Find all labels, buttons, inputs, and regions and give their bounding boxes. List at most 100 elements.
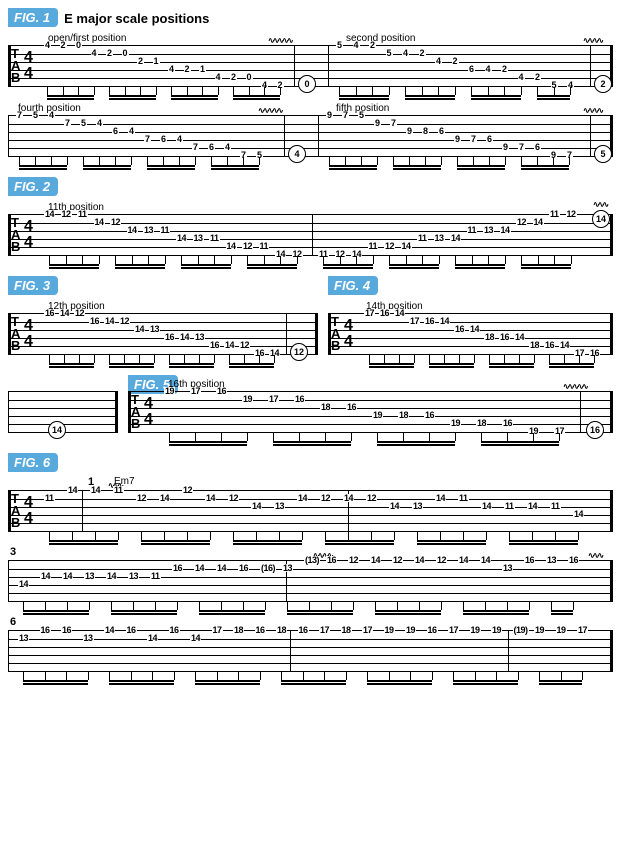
staff: TAB 44 bbox=[328, 313, 613, 355]
fret: 16 bbox=[209, 341, 220, 349]
fret: 13 bbox=[412, 502, 423, 510]
fret: 14 bbox=[533, 218, 544, 226]
fret: 16 bbox=[172, 564, 183, 572]
fret: 2 bbox=[184, 65, 191, 73]
fret: 14 bbox=[573, 510, 584, 518]
fret: 5 bbox=[336, 41, 343, 49]
fret: 16 bbox=[424, 317, 435, 325]
beam bbox=[339, 87, 389, 97]
fret: 7 bbox=[470, 135, 477, 143]
fret: 17 bbox=[364, 309, 375, 317]
fret: 14 bbox=[205, 494, 216, 502]
fret: 11 bbox=[504, 502, 515, 510]
fret: 11 bbox=[113, 486, 124, 494]
fret: (19) bbox=[513, 626, 529, 634]
beam bbox=[521, 256, 571, 266]
fret: 4 bbox=[518, 73, 525, 81]
fret: 14 bbox=[179, 333, 190, 341]
fret: 16 bbox=[502, 419, 513, 427]
tab-clef: TAB bbox=[11, 48, 20, 84]
fret: 6 bbox=[486, 135, 493, 143]
fret: 17 bbox=[362, 626, 373, 634]
fret: 16 bbox=[346, 403, 357, 411]
fret: 13 bbox=[194, 333, 205, 341]
fret: 19 bbox=[242, 395, 253, 403]
fig6-label: FIG. 6 bbox=[8, 453, 58, 472]
staff bbox=[8, 630, 613, 672]
beam bbox=[325, 532, 394, 542]
fret: 12 bbox=[566, 210, 577, 218]
fret: 1 bbox=[199, 65, 206, 73]
fret: 14 bbox=[106, 572, 117, 580]
beam bbox=[141, 532, 210, 542]
beam bbox=[19, 157, 67, 167]
fret: 9 bbox=[406, 127, 413, 135]
beam bbox=[429, 355, 474, 365]
fig2-row: 11th position TAB 44 ∿∿∿ 14 141211141214… bbox=[8, 214, 613, 268]
beam bbox=[323, 256, 373, 266]
fret: 16 bbox=[89, 317, 100, 325]
fret: 2 bbox=[137, 57, 144, 65]
fret: 14 bbox=[414, 556, 425, 564]
fret: 16 bbox=[255, 626, 266, 634]
fret: 12 bbox=[136, 494, 147, 502]
fret: 7 bbox=[192, 143, 199, 151]
vibrato: ∿∿∿∿∿ bbox=[258, 106, 282, 115]
fret: 11 bbox=[77, 210, 88, 218]
fret: 11 bbox=[550, 502, 561, 510]
beam bbox=[211, 157, 259, 167]
tab-clef: TAB bbox=[131, 394, 140, 430]
pos-11th: 11th position bbox=[48, 202, 104, 213]
fret: 4 bbox=[91, 49, 98, 57]
fret: 14 bbox=[435, 494, 446, 502]
fret: 11 bbox=[417, 234, 428, 242]
fret: 12 bbox=[61, 210, 72, 218]
fret: 12 bbox=[239, 341, 250, 349]
fret: 2 bbox=[534, 73, 541, 81]
fret: 4 bbox=[176, 135, 183, 143]
fret: 14 bbox=[104, 626, 115, 634]
tab-clef: TAB bbox=[11, 493, 20, 529]
end-marker: 5 bbox=[594, 145, 612, 163]
fret: 16 bbox=[164, 333, 175, 341]
fret: 11 bbox=[259, 242, 270, 250]
fret: 14 bbox=[67, 486, 78, 494]
beam bbox=[109, 87, 156, 97]
end-marker: 2 bbox=[594, 75, 612, 93]
fret: 18 bbox=[233, 626, 244, 634]
beam bbox=[549, 355, 594, 365]
fret: 18 bbox=[320, 403, 331, 411]
fret: 19 bbox=[405, 626, 416, 634]
fret: 4 bbox=[128, 127, 135, 135]
fret: 14 bbox=[458, 556, 469, 564]
fret: 19 bbox=[164, 387, 175, 395]
beam bbox=[489, 355, 534, 365]
beam bbox=[47, 87, 94, 97]
tab-clef: TAB bbox=[331, 316, 340, 352]
fret: 4 bbox=[485, 65, 492, 73]
fret: 12 bbox=[182, 486, 193, 494]
end-marker: 14 bbox=[592, 210, 610, 228]
fret: 16 bbox=[454, 325, 465, 333]
fret: 14 bbox=[439, 317, 450, 325]
vibrato: ∿∿∿ bbox=[588, 551, 602, 560]
fret: 0 bbox=[246, 73, 253, 81]
end-marker: 0 bbox=[298, 75, 316, 93]
vibrato: ∿∿∿∿ bbox=[583, 36, 602, 45]
staff: TAB 44 bbox=[128, 391, 613, 433]
fret: 6 bbox=[468, 65, 475, 73]
fret: 14 bbox=[176, 234, 187, 242]
vibrato: ∿∿∿ bbox=[593, 200, 607, 209]
fret: 19 bbox=[450, 419, 461, 427]
fret: 17 bbox=[268, 395, 279, 403]
beam bbox=[521, 157, 569, 167]
fig3-label: FIG. 3 bbox=[8, 276, 58, 295]
fret: 11 bbox=[549, 210, 560, 218]
fret: 2 bbox=[60, 41, 67, 49]
fret: 6 bbox=[208, 143, 215, 151]
fret: 12 bbox=[228, 494, 239, 502]
beam bbox=[375, 602, 441, 612]
beam bbox=[369, 355, 414, 365]
time-sig: 44 bbox=[24, 50, 33, 82]
fig4-label: FIG. 4 bbox=[328, 276, 378, 295]
